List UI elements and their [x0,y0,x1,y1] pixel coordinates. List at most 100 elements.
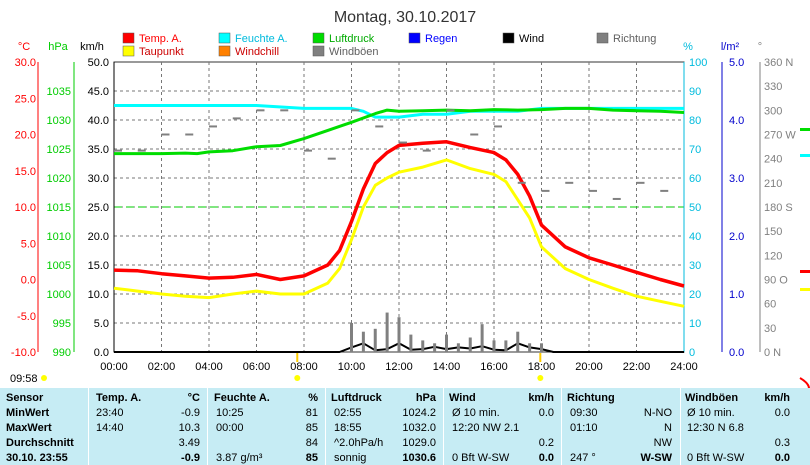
gusts-max: 12:30 N 6.8 [687,422,744,434]
x-tick-label: 14:00 [433,361,461,373]
y-tick-label-pressure: 1015 [47,202,71,214]
gust-bar [385,312,389,352]
y-tick-label-temp: 30.0 [15,57,36,69]
y-tick-label-direction: 60 [764,299,776,311]
legend-label: Feuchte A. [235,33,288,45]
y-tick-label-humidity: 50 [689,202,701,214]
gust-bar [445,334,448,352]
y-tick-label-temp: 5.0 [21,238,36,250]
y-tick-label-wind: 30.0 [88,173,109,185]
direction-mark [375,125,384,128]
table-separator [88,388,89,465]
gust-bar [350,323,353,352]
gust-bar [528,343,532,352]
legend-label: Luftdruck [329,33,375,45]
gust-bar [361,331,365,352]
col-unit-temp: °C [187,392,200,404]
row-label-current: 30.10. 23:55 [6,452,68,464]
col-title-pressure: Luftdruck [331,392,382,404]
y-tick-label-wind: 0.0 [94,347,109,359]
direction-mark [636,181,645,184]
legend-swatch [408,32,421,44]
y-tick-label-humidity: 40 [689,231,701,243]
wind-bft: 0 Bft W-SW [452,452,510,464]
direction-min-time: 09:30 [570,407,598,419]
x-tick-label: 00:00 [100,361,128,373]
direction-mark [446,109,455,112]
col-title-humidity: Feuchte A. [214,392,270,404]
wind-current-value: 0.0 [538,452,554,464]
y-tick-label-pressure: 1025 [47,144,71,156]
axis-unit-pressure: hPa [48,41,68,53]
legend-swatch [218,32,231,44]
gust-bar [540,343,543,352]
gust-bar [421,340,425,352]
series-line-taupunkt [113,158,685,308]
x-tick-label: 02:00 [148,361,176,373]
x-tick-label: 22:00 [623,361,651,373]
col-title-temp: Temp. A. [96,392,142,404]
gusts-avg-label: Ø 10 min. [687,407,735,419]
axis-unit-rain: l/m² [721,41,740,53]
legend-swatch [312,45,325,57]
pressure-avg-value: 1029.0 [402,437,436,449]
direction-mark [612,197,621,200]
humidity-max-value: 85 [305,422,318,434]
y-tick-label-direction: 0 N [764,347,781,359]
y-tick-label-pressure: 995 [53,318,71,330]
gust-bar [373,328,377,352]
axis-unit-temp: °C [18,41,30,53]
y-tick-label-pressure: 1035 [47,86,71,98]
direction-mark [541,189,550,192]
y-tick-label-wind: 40.0 [88,115,109,127]
y-tick-label-rain: 1.0 [729,289,744,301]
legend-label: Wind [519,33,544,45]
gust-bar [397,317,401,352]
y-tick-label-wind: 50.0 [88,57,109,69]
wind-max: 12:20 NW 2.1 [452,422,520,434]
col-title-direction: Richtung [567,392,615,404]
y-tick-label-wind: 25.0 [88,202,109,214]
row-label-avg: Durchschnitt [6,437,74,449]
x-tick-label: 10:00 [338,361,366,373]
bottom-annotations: 09:58 [10,353,544,385]
legend-swatch [502,32,515,44]
pressure-trend: ^2.0hPa/h [334,437,384,449]
wind-min-value: 0.0 [538,407,554,419]
right-strip-arc [799,377,810,388]
pressure-max-time: 18:55 [334,422,362,434]
y-tick-label-direction: 30 [764,323,776,335]
temp-max-value: 10.3 [178,422,200,434]
col-unit-wind: km/h [528,392,554,404]
humidity-avg-value: 84 [305,437,318,449]
direction-mark [256,109,265,112]
temp-min-time: 23:40 [96,407,124,419]
direction-mark [660,189,669,192]
y-tick-label-rain: 5.0 [729,57,744,69]
humidity-min-value: 81 [305,407,318,419]
y-tick-label-temp: -10.0 [11,347,36,359]
direction-mark [494,125,502,128]
table-separator [443,388,444,465]
sun-marker [41,375,47,381]
y-tick-label-humidity: 30 [689,260,701,272]
right-strip [799,128,810,388]
legend-label: Taupunkt [139,46,184,58]
y-tick-label-humidity: 80 [689,115,701,127]
sunset-marker [537,375,544,381]
y-tick-label-pressure: 1010 [47,231,71,243]
direction-degrees: 247 ° [570,452,596,464]
y-tick-label-pressure: 990 [53,347,71,359]
y-tick-label-wind: 5.0 [94,318,109,330]
legend-label: Windchill [235,46,279,58]
direction-mark [589,189,597,192]
y-tick-label-pressure: 1005 [47,260,71,272]
wind-avg-value: 0.2 [538,437,554,449]
direction-mark [470,133,479,136]
direction-mark [304,149,312,152]
y-tick-label-direction: 180 S [764,202,793,214]
y-tick-label-rain: 3.0 [729,173,744,185]
gust-bar [504,340,508,352]
y-tick-label-wind: 35.0 [88,144,109,156]
legend-label: Regen [425,33,457,45]
